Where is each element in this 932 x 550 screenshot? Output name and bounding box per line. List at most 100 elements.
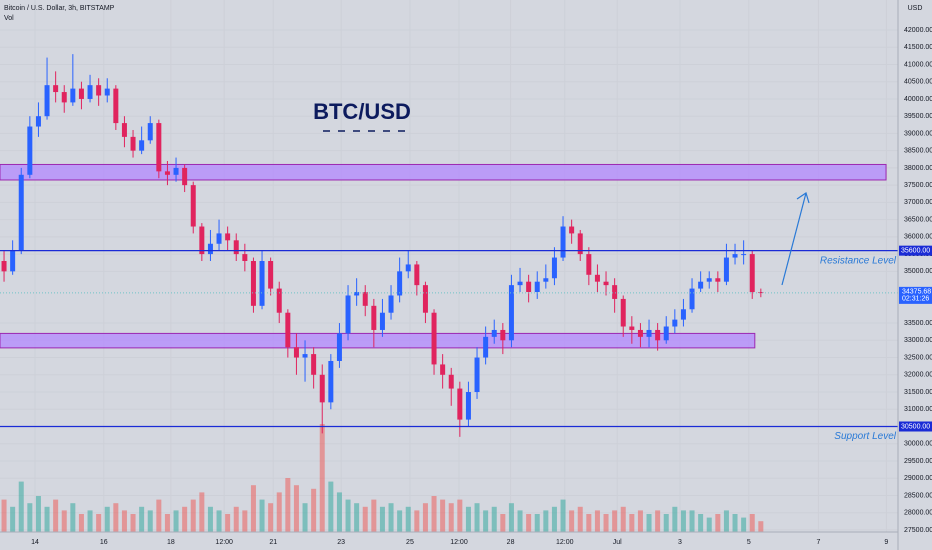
candle-body [242,254,248,262]
volume-bar [715,514,721,532]
volume-bar [457,499,463,532]
candle-body [61,92,67,103]
candle-body [104,88,110,96]
y-tick-label: 40500.00 [904,79,932,86]
candle-body [216,233,222,244]
volume-bar [199,492,205,532]
volume-bar [612,510,618,532]
x-tick-label: 5 [747,539,751,546]
volume-bar [233,506,239,532]
volume-bar [732,514,738,532]
volume-bar [414,510,420,532]
volume-bar [87,510,93,532]
level-tag-label: 35600.00 [901,248,930,255]
volume-bar [225,514,231,532]
candle-body [440,364,446,375]
candle-body [569,226,575,234]
symbol-title: Bitcoin / U.S. Dollar, 3h, BITSTAMP [4,5,115,12]
volume-bar [594,510,600,532]
volume-bar [698,514,704,532]
candle-body [182,167,188,186]
candle-body [96,85,102,96]
volume-bar [53,499,59,532]
volume-bar [758,521,764,532]
y-axis-label: USD [908,5,923,12]
y-tick-label: 38500.00 [904,148,932,155]
volume-bar [130,514,136,532]
volume-bar [190,499,196,532]
candle-body [534,281,540,293]
volume-bar [371,499,377,532]
volume-bar [302,503,308,532]
candle-body [397,271,403,296]
candle-body [190,185,196,227]
volume-bar [723,510,729,532]
volume-bar [379,506,385,532]
candle-body [259,261,265,306]
y-tick-label: 37000.00 [904,199,932,206]
candle-body [715,278,721,282]
candle-body [543,278,549,282]
volume-bar [474,503,480,532]
volume-bar [1,499,7,532]
volume-bar [620,506,626,532]
level-text: Support Level [834,431,896,442]
candle-body [603,281,609,286]
candle-body [302,354,308,358]
volume-bar [182,506,188,532]
y-tick-label: 42000.00 [904,27,932,34]
volume-bar [173,510,179,532]
x-tick-label: 14 [31,539,39,546]
candle-body [474,357,480,393]
countdown: 02:31:26 [902,296,929,303]
volume-bar [543,510,549,532]
volume-bar [637,510,643,532]
volume-bar [465,506,471,532]
y-tick-label: 35000.00 [904,268,932,275]
candle-body [371,305,377,330]
candle-body [10,250,16,272]
volume-bar [526,514,532,532]
last-price-label: 34375.68 [902,289,931,296]
candle-body [732,254,738,258]
volume-bar [276,492,282,532]
y-tick-label: 37500.00 [904,182,932,189]
volume-bar [121,510,127,532]
x-tick-label: 21 [269,539,277,546]
arrow [781,192,810,286]
candle-body [139,140,145,151]
candle-body [27,126,33,175]
candle-body [113,88,119,124]
candle-body [354,292,360,296]
volume-bar [242,510,248,532]
candle-body [526,281,532,293]
volume-bar [61,510,67,532]
candle-body [173,167,179,175]
volume-bar [534,514,540,532]
candle-body [422,285,428,313]
candle-body [500,329,506,341]
volume-bar [560,499,566,532]
volume-bar [250,485,256,532]
volume-bar [500,514,506,532]
zone [0,163,887,181]
level-tag-label: 30500.00 [901,423,930,430]
volume-bar [397,510,403,532]
volume-bar [164,514,170,532]
x-tick-label: 3 [678,539,682,546]
volume-bar [388,503,394,532]
y-tick-label: 29000.00 [904,475,932,482]
volume-bar [113,503,119,532]
volume-bar [405,506,411,532]
y-tick-label: 31000.00 [904,406,932,413]
volume-bar [680,510,686,532]
y-tick-label: 28500.00 [904,492,932,499]
candle-body [698,281,704,289]
volume-bar [517,510,523,532]
y-tick-label: 33500.00 [904,320,932,327]
x-tick-label: Jul [613,539,622,546]
volume-bar [646,514,652,532]
candle-body [741,254,747,256]
